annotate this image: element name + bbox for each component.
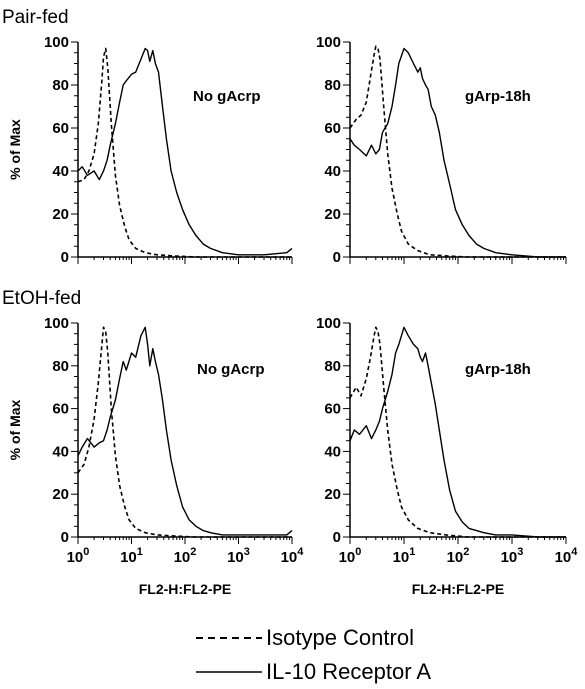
- x-tick-label: 104: [555, 546, 579, 566]
- section-label-etoh-fed: EtOH-fed: [2, 288, 81, 309]
- y-tick-label: 0: [61, 529, 69, 546]
- section-label-pair-fed: Pair-fed: [2, 7, 69, 28]
- y-tick-label: 40: [324, 443, 341, 460]
- histogram-pair-fed-no-gacrp: 0 20 40 60 80 100 % of Max No gAcrp: [7, 34, 293, 266]
- y-tick-label: 80: [52, 358, 69, 375]
- x-tick-label: 103: [227, 546, 250, 566]
- y-tick-label: 40: [52, 163, 69, 180]
- y-tick-label: 20: [52, 486, 69, 503]
- y-tick-label: 40: [52, 443, 69, 460]
- y-tick-label: 80: [324, 358, 341, 375]
- histogram-pair-fed-garp-18h: 0 20 40 60 80 100 gArp-18h: [316, 34, 567, 266]
- il10-receptor-line: [77, 47, 293, 256]
- isotype-control-line: [349, 326, 566, 538]
- y-axis-title: % of Max: [7, 399, 23, 460]
- x-axis-title: FL2-H:FL2-PE: [139, 581, 232, 597]
- legend-isotype-label: Isotype Control: [266, 625, 414, 650]
- y-tick-label: 60: [324, 120, 341, 137]
- panel-label: gArp-18h: [465, 88, 531, 105]
- y-tick-label: 80: [324, 77, 341, 94]
- y-tick-label: 0: [333, 249, 341, 266]
- y-tick-label: 40: [324, 163, 341, 180]
- y-tick-label: 100: [316, 34, 341, 51]
- x-tick-label: 103: [501, 546, 524, 566]
- il10-receptor-line: [349, 47, 566, 258]
- x-tick-label: 101: [120, 546, 143, 566]
- x-tick-label: 101: [393, 546, 416, 566]
- y-tick-label: 20: [52, 206, 69, 223]
- y-tick-label: 60: [52, 401, 69, 418]
- y-tick-label: 100: [44, 315, 69, 332]
- isotype-control-line: [77, 326, 292, 538]
- legend-il10-label: IL-10 Receptor A: [266, 659, 431, 684]
- y-tick-label: 60: [52, 120, 69, 137]
- isotype-control-line: [77, 47, 292, 258]
- y-tick-label: 100: [44, 34, 69, 51]
- x-tick-label: 102: [447, 546, 470, 566]
- panel-label: No gAcrp: [193, 88, 261, 105]
- y-axis-title: % of Max: [7, 119, 23, 180]
- y-tick-label: 60: [324, 401, 341, 418]
- y-tick-label: 100: [316, 315, 341, 332]
- panel-label: No gAcrp: [197, 361, 265, 378]
- y-tick-label: 80: [52, 77, 69, 94]
- x-axis-title: FL2-H:FL2-PE: [412, 581, 505, 597]
- x-tick-label: 102: [174, 546, 197, 566]
- y-tick-label: 20: [324, 206, 341, 223]
- y-tick-label: 0: [61, 249, 69, 266]
- panel-label: gArp-18h: [465, 361, 531, 378]
- x-tick-label: 104: [281, 546, 305, 566]
- y-tick-label: 0: [333, 529, 341, 546]
- isotype-control-line: [349, 45, 566, 258]
- y-tick-label: 20: [324, 486, 341, 503]
- x-tick-label: 100: [339, 546, 362, 566]
- x-tick-label: 100: [67, 546, 90, 566]
- legend: Isotype Control IL-10 Receptor A: [196, 625, 431, 684]
- il10-receptor-line: [77, 326, 293, 536]
- il10-receptor-line: [349, 326, 566, 538]
- histogram-etoh-fed-no-gacrp: 0 20 40 60 80 100 100 101 102 103 104 % of Max FL2-H…: [7, 315, 304, 597]
- histogram-etoh-fed-garp-18h: 0 20 40 60 80 100 100 101 102 103 104 FL2-H:FL2-PE g…: [316, 315, 578, 597]
